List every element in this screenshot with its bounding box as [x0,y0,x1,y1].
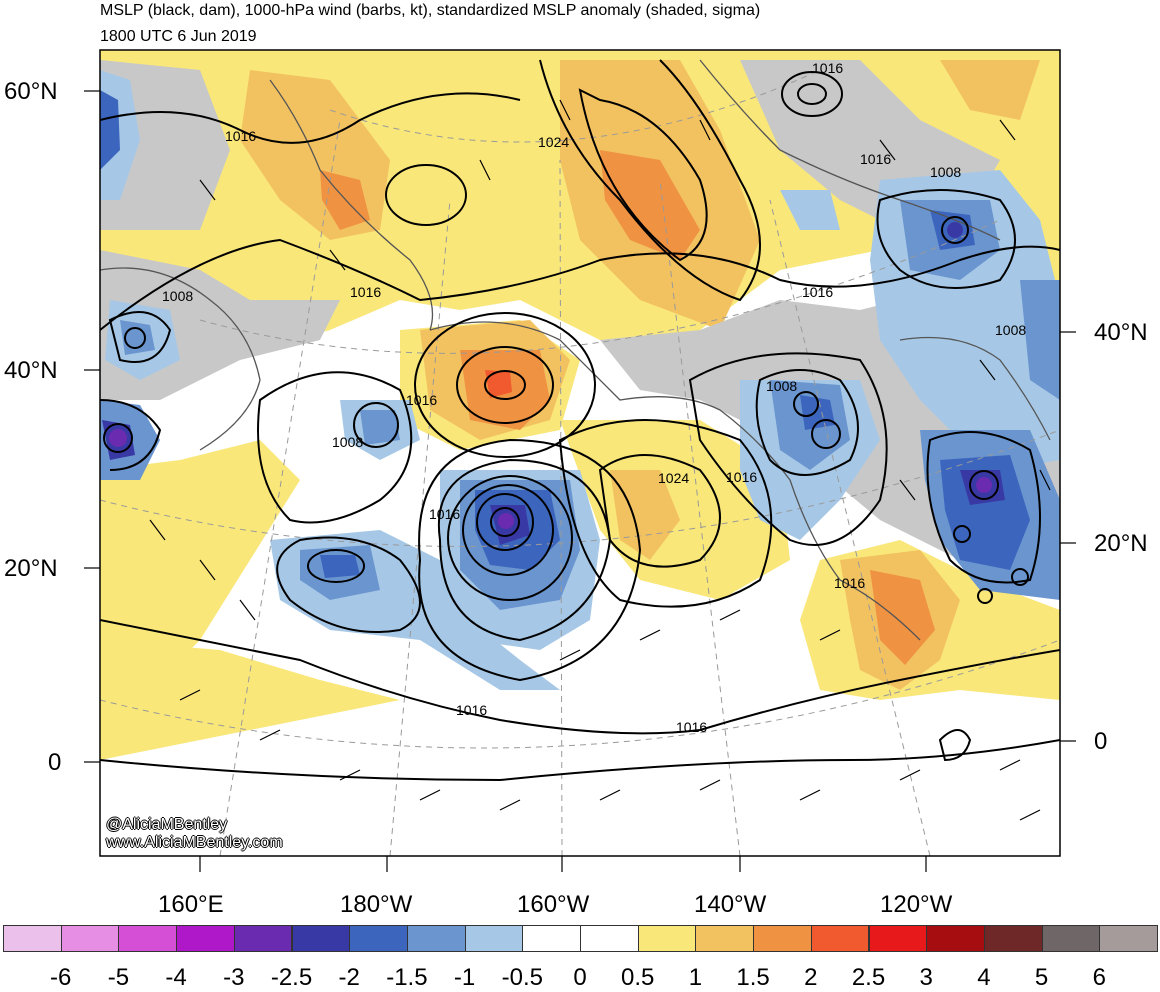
isobar-label: 1024 [658,470,690,486]
weather-map [84,49,1076,872]
colorbar-label: 5 [1034,964,1049,991]
colorbar-swatch [464,925,524,952]
colorbar-label: -1 [453,964,476,991]
lon-label: 120°W [880,891,953,918]
isobar-label: 1024 [538,134,570,150]
colorbar-swatch [983,925,1043,952]
colorbar-swatch [637,925,697,952]
colorbar-swatch [868,925,928,952]
axis-ticks [84,90,1076,872]
colorbar-swatch [1041,925,1101,952]
colorbar-swatch [291,925,351,952]
colorbar-label: -0.5 [501,964,543,991]
isobar-label: 1008 [995,322,1027,338]
isobar-label: 1016 [860,151,892,167]
colorbar: -6 -5 -4 -3 -2.5 -2 -1.5 -1 -0.5 0 0.5 1 1.5 2 2.5 3 4 5 6 [0,925,1160,991]
colorbar-swatch [695,925,755,952]
colorbar-label: -2 [338,964,360,991]
isobar-label: 1016 [350,284,382,300]
wind-barbs [149,99,1051,821]
colorbar-swatch [810,925,870,952]
colorbar-label: 6 [1092,964,1106,991]
colorbar-swatch [176,925,235,952]
colorbar-label: -1.5 [386,964,428,991]
colorbar-label: 0 [573,964,587,991]
lat-label-left: 40°N [4,357,58,384]
isobar-label: 1008 [332,434,364,450]
valid-time: 1800 UTC 6 Jun 2019 [100,28,257,45]
colorbar-swatch [349,925,408,952]
graticule [100,69,1060,856]
isobar-label: 1016 [802,284,834,300]
colorbar-swatch [118,925,178,952]
map-title: MSLP (black, dam), 1000-hPa wind (barbs,… [100,2,761,19]
colorbar-swatch [753,925,812,952]
lon-label: 140°W [694,891,767,918]
colorbar-swatch [580,925,639,952]
lat-label-right: 20°N [1094,530,1148,557]
colorbar-swatch [406,925,466,952]
colorbar-label: -6 [50,964,72,991]
lat-label-left: 20°N [4,555,58,582]
lat-label-right: 40°N [1094,319,1148,346]
colorbar-swatch [60,925,120,952]
colorbar-swatch [522,925,581,952]
colorbar-label: 2 [804,964,818,991]
colorbar-label: 0.5 [621,964,655,991]
colorbar-swatch [926,925,985,952]
isobar-label: 1016 [429,506,461,522]
colorbar-label: 4 [977,964,991,991]
lon-label: 160°W [517,891,590,918]
colorbar-label: -3 [223,964,245,991]
isobar-label: 1008 [162,288,194,304]
lon-label: 160°E [158,891,224,918]
isobar-label: 1016 [676,719,708,735]
colorbar-label: 1.5 [736,964,770,991]
colorbar-label: 1 [688,964,703,991]
credit-handle: @AliciaMBentley [106,816,228,833]
isobar-label: 1016 [726,469,758,485]
colorbar-label: 3 [919,964,933,991]
isobar-label: 1016 [456,702,488,718]
coastlines [100,59,1051,641]
isobar-label: 1016 [406,392,438,408]
colorbar-label: -4 [165,964,187,991]
lon-label: 180°W [340,891,413,918]
lat-label-right: 0 [1094,728,1108,755]
colorbar-swatch [3,925,62,952]
colorbar-label: -2.5 [270,964,313,991]
isobar-label: 1008 [766,378,798,394]
lat-label-left: 0 [48,749,62,776]
isobar-label: 1008 [930,164,962,180]
credit-website: www.AliciaMBentley.com [106,834,283,851]
colorbar-swatch [233,925,293,952]
colorbar-swatch [1099,925,1158,952]
colorbar-label: 2.5 [851,964,886,991]
lat-label-left: 60°N [4,78,58,105]
isobars [100,59,1060,782]
anomaly-shading [100,50,1060,760]
isobar-label: 1016 [812,60,844,76]
isobar-label: 1016 [834,575,866,591]
isobar-label: 1016 [225,128,257,144]
colorbar-label: -5 [107,964,130,991]
